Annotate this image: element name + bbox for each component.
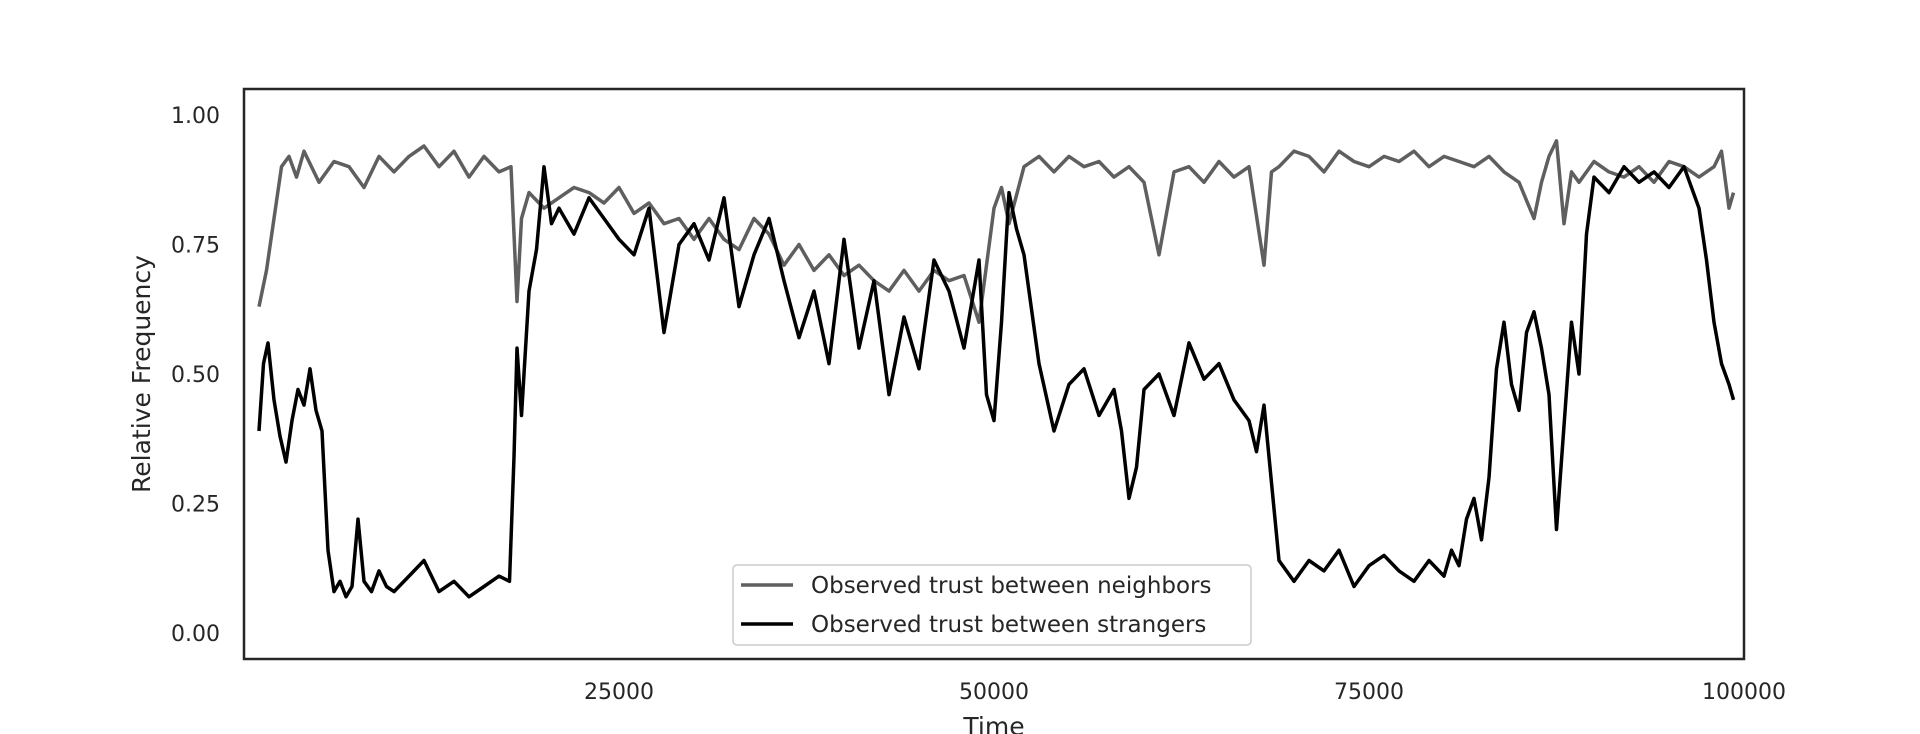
series-line-0: [257, 139, 1736, 324]
y-tick-label: 0.00: [171, 622, 220, 647]
legend-box: [732, 564, 1252, 646]
series-layer: [257, 139, 1736, 599]
y-tick-label: 0.75: [171, 233, 220, 258]
y-axis-label: Relative Frequency: [127, 255, 156, 493]
x-tick-label: 25000: [584, 680, 654, 705]
y-tick-labels: 0.00 0.25 0.50 0.75 1.00: [171, 104, 220, 647]
x-tick-labels: 25000 50000 75000 100000: [584, 680, 1786, 705]
y-tick-label: 0.50: [171, 363, 220, 388]
x-tick-label: 75000: [1334, 680, 1404, 705]
y-tick-label: 1.00: [171, 104, 220, 129]
x-tick-label: 100000: [1702, 680, 1786, 705]
legend: Observed trust between neighbors Observe…: [732, 564, 1252, 646]
plot-area-frame: [242, 87, 1746, 661]
series-line-1: [257, 164, 1736, 599]
y-tick-label: 0.25: [171, 493, 220, 518]
legend-label-strangers: Observed trust between strangers: [811, 612, 1206, 638]
x-tick-label: 50000: [959, 680, 1029, 705]
x-axis-label: Time: [962, 712, 1024, 734]
legend-label-neighbors: Observed trust between neighbors: [811, 573, 1212, 599]
